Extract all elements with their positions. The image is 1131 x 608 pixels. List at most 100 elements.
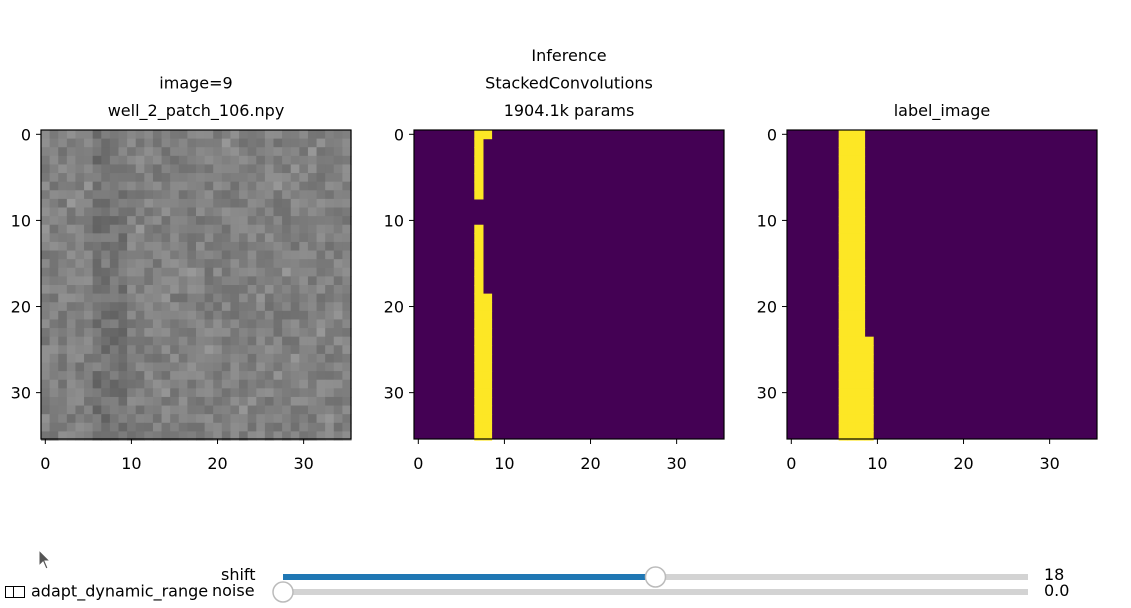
mask-foreground-pixel xyxy=(474,250,484,260)
shift-slider-handle[interactable] xyxy=(644,566,667,588)
image-pixel xyxy=(161,267,171,277)
image-pixel xyxy=(213,224,223,234)
image-pixel xyxy=(178,207,188,217)
image-pixel xyxy=(170,293,180,303)
image-pixel xyxy=(84,302,94,312)
image-pixel xyxy=(247,198,257,209)
image-pixel xyxy=(92,293,102,303)
image-pixel xyxy=(213,414,223,424)
image-pixel xyxy=(213,345,223,355)
image-pixel xyxy=(239,328,249,338)
image-pixel xyxy=(256,173,266,183)
image-pixel xyxy=(101,250,111,260)
image-pixel xyxy=(282,250,292,260)
image-pixel xyxy=(66,267,77,277)
image-pixel xyxy=(325,198,335,209)
image-pixel xyxy=(213,431,223,441)
image-pixel xyxy=(170,388,180,398)
image-pixel xyxy=(333,164,343,174)
image-pixel xyxy=(75,362,85,372)
image-pixel xyxy=(170,302,180,312)
image-pixel xyxy=(316,267,326,277)
image-pixel xyxy=(307,293,318,303)
image-pixel xyxy=(58,130,68,140)
image-pixel xyxy=(41,336,51,346)
image-pixel xyxy=(75,345,85,355)
image-pixel xyxy=(58,233,68,243)
image-pixel xyxy=(256,241,266,252)
image-pixel xyxy=(342,198,352,209)
image-pixel xyxy=(213,336,223,346)
mask-foreground-pixel xyxy=(838,431,848,441)
image-pixel xyxy=(109,190,120,200)
mask-foreground-pixel xyxy=(855,302,866,312)
image-pixel xyxy=(187,379,197,389)
image-pixel xyxy=(282,388,292,398)
image-pixel xyxy=(144,379,154,389)
image-pixel xyxy=(333,388,343,398)
image-pixel xyxy=(307,388,318,398)
adapt-dynamic-range-checkbox[interactable]: adapt_dynamic_range xyxy=(5,583,208,600)
image-pixel xyxy=(325,345,335,355)
noise-slider-handle[interactable] xyxy=(272,581,294,603)
mask-foreground-pixel xyxy=(838,345,848,355)
image-pixel xyxy=(178,259,188,269)
image-pixel xyxy=(333,216,343,226)
mask-foreground-pixel xyxy=(847,198,857,209)
image-pixel xyxy=(49,216,59,226)
mask-foreground-pixel xyxy=(838,198,848,209)
mask-foreground-pixel xyxy=(855,371,866,381)
image-pixel xyxy=(178,276,188,286)
image-pixel xyxy=(299,198,309,209)
mask-foreground-pixel xyxy=(838,241,848,252)
image-pixel xyxy=(213,155,223,166)
image-pixel xyxy=(264,371,275,381)
image-pixel xyxy=(282,362,292,372)
mask-foreground-pixel xyxy=(847,285,857,295)
mask-foreground-pixel xyxy=(864,362,874,372)
image-pixel xyxy=(213,130,223,140)
image-pixel xyxy=(84,293,94,303)
image-pixel xyxy=(161,379,171,389)
image-pixel xyxy=(342,336,352,346)
image-pixel xyxy=(152,155,163,166)
mask-foreground-pixel xyxy=(474,336,484,346)
image-pixel xyxy=(49,164,59,174)
mask-foreground-pixel xyxy=(864,431,874,441)
mask-foreground-pixel xyxy=(474,138,484,148)
image-pixel xyxy=(84,190,94,200)
image-pixel xyxy=(264,216,275,226)
image-pixel xyxy=(290,250,300,260)
image-pixel xyxy=(230,405,240,415)
image-pixel xyxy=(66,293,77,303)
image-pixel xyxy=(230,181,240,191)
image-pixel xyxy=(152,250,163,260)
mask-foreground-pixel xyxy=(855,336,866,346)
image-pixel xyxy=(204,353,214,364)
image-pixel xyxy=(58,259,68,269)
image-pixel xyxy=(127,405,137,415)
image-pixel xyxy=(299,164,309,174)
image-pixel xyxy=(273,422,283,432)
mask-foreground-pixel xyxy=(855,190,866,200)
mask-foreground-pixel xyxy=(838,181,848,191)
image-pixel xyxy=(75,241,85,252)
image-pixel xyxy=(264,267,275,277)
image-pixel xyxy=(213,396,223,407)
image-pixel xyxy=(299,422,309,432)
noise-slider-track[interactable] xyxy=(283,589,1028,595)
mask-foreground-pixel xyxy=(838,138,848,148)
image-pixel xyxy=(247,371,257,381)
image-pixel xyxy=(247,216,257,226)
image-pixel xyxy=(221,155,232,166)
image-pixel xyxy=(204,181,214,191)
x-tick-label: 30 xyxy=(1039,454,1059,473)
image-pixel xyxy=(256,405,266,415)
image-pixel xyxy=(84,276,94,286)
image-pixel xyxy=(144,155,154,166)
image-pixel xyxy=(101,276,111,286)
mask-foreground-pixel xyxy=(838,224,848,234)
image-pixel xyxy=(247,336,257,346)
mask-foreground-pixel xyxy=(838,233,848,243)
image-pixel xyxy=(101,353,111,364)
